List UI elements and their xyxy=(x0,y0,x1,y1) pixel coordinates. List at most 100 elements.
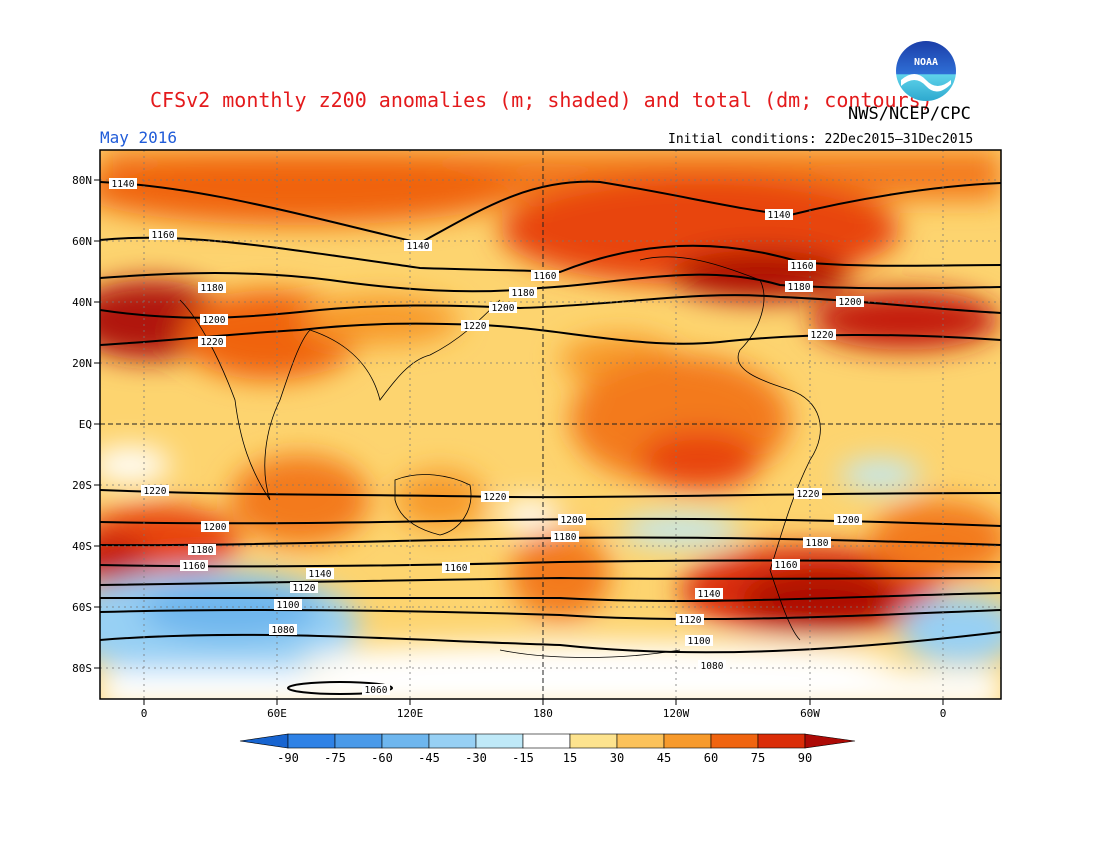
lat-label: 80N xyxy=(72,174,92,187)
contour-label: 1160 xyxy=(442,562,470,574)
colorbar-tick-label: -75 xyxy=(324,751,346,765)
contour-1200-nh xyxy=(100,294,1001,319)
svg-text:1100: 1100 xyxy=(277,600,300,611)
lon-label: 60W xyxy=(800,707,820,720)
svg-text:1120: 1120 xyxy=(679,615,702,626)
colorbar-swatch xyxy=(757,733,806,749)
colorbar-swatch xyxy=(663,733,712,749)
colorbar-swatch xyxy=(287,733,336,749)
contour-label: 1180 xyxy=(551,531,579,543)
colorbar-swatch xyxy=(428,733,477,749)
colorbar-swatch xyxy=(334,733,383,749)
contour-labels: 1140 1160 1180 1200 1220 1140 1160 1180 1200 1220… xyxy=(109,178,864,696)
svg-text:1160: 1160 xyxy=(445,563,468,574)
svg-text:1180: 1180 xyxy=(788,282,811,293)
lat-label: 80S xyxy=(72,662,92,675)
contour-label: 1080 xyxy=(269,624,297,636)
contour-1180-nh xyxy=(100,272,1001,293)
svg-text:1060: 1060 xyxy=(365,685,388,696)
contour-label: 1140 xyxy=(306,568,334,580)
svg-text:1140: 1140 xyxy=(698,589,721,600)
svg-text:1220: 1220 xyxy=(811,330,834,341)
lon-label: 180 xyxy=(533,707,553,720)
logo-text: NOAA xyxy=(914,57,938,68)
svg-text:1160: 1160 xyxy=(791,261,814,272)
svg-text:1140: 1140 xyxy=(407,241,430,252)
svg-text:1200: 1200 xyxy=(839,297,862,308)
colorbar-tick-label: -15 xyxy=(512,751,534,765)
lon-label: 0 xyxy=(141,707,148,720)
colorbar-min-arrow xyxy=(239,733,289,749)
svg-text:1200: 1200 xyxy=(561,515,584,526)
svg-text:1140: 1140 xyxy=(309,569,332,580)
contour-label: 1120 xyxy=(290,582,318,594)
contour-label: 1200 xyxy=(834,514,862,526)
graticule xyxy=(100,150,1001,699)
contour-label: 1220 xyxy=(808,329,836,341)
noaa-logo-icon: NOAA xyxy=(896,41,956,101)
contour-label: 1160 xyxy=(180,560,208,572)
svg-text:1160: 1160 xyxy=(534,271,557,282)
colorbar-swatch xyxy=(710,733,759,749)
contour-label: 1200 xyxy=(201,521,229,533)
longitude-labels: 0 60E 120E 180 120W 60W 0 xyxy=(141,699,946,720)
contour-label: 1220 xyxy=(461,320,489,332)
svg-text:1180: 1180 xyxy=(806,538,829,549)
svg-text:1220: 1220 xyxy=(464,321,487,332)
svg-text:1160: 1160 xyxy=(775,560,798,571)
contour-label: 1100 xyxy=(685,635,713,647)
contour-label: 1160 xyxy=(149,229,177,241)
colorbar-tick-label: 90 xyxy=(798,751,812,765)
contour-label: 1200 xyxy=(489,302,517,314)
svg-text:1100: 1100 xyxy=(688,636,711,647)
contour-1080-sh xyxy=(100,631,1001,654)
contour-label: 1140 xyxy=(109,178,137,190)
contour-label: 1180 xyxy=(188,544,216,556)
contour-1220-nh xyxy=(100,322,1001,346)
colorbar-tick-label: 75 xyxy=(751,751,765,765)
svg-text:1080: 1080 xyxy=(272,625,295,636)
colorbar-tick-label: -90 xyxy=(277,751,299,765)
colorbar-max-arrow xyxy=(804,733,856,749)
svg-text:1180: 1180 xyxy=(554,532,577,543)
contour-label: 1160 xyxy=(531,270,559,282)
svg-text:1180: 1180 xyxy=(191,545,214,556)
map-title: CFSv2 monthly z200 anomalies (m; shaded)… xyxy=(150,88,933,112)
contour-1140-nh xyxy=(100,180,1001,245)
contour-1140-sh xyxy=(100,576,1001,586)
contour-label: 1220 xyxy=(481,491,509,503)
contour-label: 1120 xyxy=(676,614,704,626)
colorbar-tick-label: -30 xyxy=(465,751,487,765)
colorbar-swatch xyxy=(381,733,430,749)
contour-label: 1140 xyxy=(695,588,723,600)
colorbar-tick-label: -45 xyxy=(418,751,440,765)
contour-1220-sh xyxy=(100,489,1001,499)
colorbar-swatch xyxy=(569,733,618,749)
colorbar-tick-label: 30 xyxy=(610,751,624,765)
lat-label: 60S xyxy=(72,601,92,614)
lat-label: 40N xyxy=(72,296,92,309)
svg-text:1140: 1140 xyxy=(112,179,135,190)
contour-1060-sh xyxy=(287,681,393,695)
svg-text:1080: 1080 xyxy=(701,661,724,672)
svg-text:1200: 1200 xyxy=(837,515,860,526)
contour-label: 1180 xyxy=(198,282,226,294)
agency-label: NWS/NCEP/CPC xyxy=(848,104,971,124)
contour-label: 1200 xyxy=(558,514,586,526)
svg-text:1200: 1200 xyxy=(492,303,515,314)
contour-label: 1180 xyxy=(785,281,813,293)
contour-1200-sh xyxy=(100,517,1001,527)
colorbar: -90 -75 -60 -45 -30 -15 15 30 45 60 75 90 xyxy=(239,733,856,765)
contour-1160-sh xyxy=(100,559,1001,568)
colorbar-swatch xyxy=(522,733,571,749)
coastlines xyxy=(179,256,821,658)
contour-label: 1180 xyxy=(803,537,831,549)
reference-lines xyxy=(100,150,1001,699)
contour-label: 1180 xyxy=(509,287,537,299)
svg-text:1220: 1220 xyxy=(484,492,507,503)
colorbar-tick-label: -60 xyxy=(371,751,393,765)
contour-label: 1160 xyxy=(788,260,816,272)
valid-month-label: May 2016 xyxy=(100,128,178,147)
contour-label: 1220 xyxy=(141,485,169,497)
lat-label: 60N xyxy=(72,235,92,248)
